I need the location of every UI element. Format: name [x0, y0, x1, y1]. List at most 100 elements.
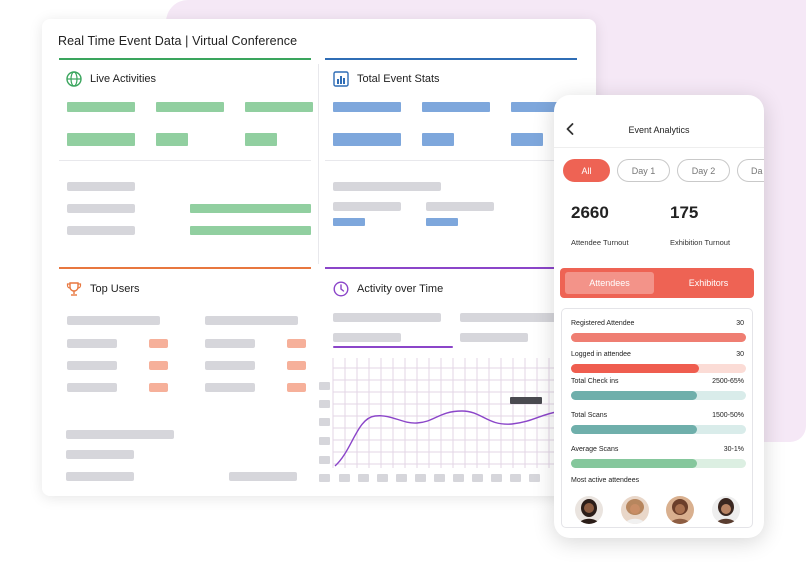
live-activities-header: Live Activities	[66, 71, 156, 87]
placeholder-bar	[66, 430, 174, 439]
stats-bar	[333, 133, 401, 146]
top-users-header: Top Users	[66, 281, 140, 297]
stats-bar	[333, 218, 365, 226]
metric-track	[571, 425, 746, 434]
divider	[59, 160, 311, 161]
attendee-turnout-label: Attendee Turnout	[571, 238, 629, 247]
clock-icon	[333, 281, 349, 297]
avatar[interactable]	[666, 496, 694, 524]
top-users-divider	[59, 267, 311, 269]
filter-day-3[interactable]: Da	[737, 159, 764, 182]
live-bar	[156, 102, 224, 112]
placeholder-bar	[67, 383, 117, 392]
tab-exhibitors[interactable]: Exhibitors	[688, 278, 729, 288]
metric-label: Logged in attendee	[571, 351, 631, 358]
metric-value: 30	[736, 351, 744, 358]
live-bar	[67, 102, 135, 112]
trophy-icon	[66, 281, 82, 297]
placeholder-bar	[66, 472, 134, 481]
live-bar	[245, 102, 313, 112]
placeholder-bar	[205, 316, 298, 325]
stats-bar	[422, 133, 454, 146]
column-divider	[318, 64, 319, 264]
metric-value: 2500-65%	[712, 378, 744, 385]
live-bar	[190, 204, 311, 213]
live-bar	[67, 133, 135, 146]
activity-header: Activity over Time	[333, 281, 443, 297]
user-score-bar	[149, 361, 168, 370]
filter-day-1[interactable]: Day 1	[617, 159, 670, 182]
stats-bar	[426, 218, 458, 226]
metric-label: Registered Attendee	[571, 320, 635, 327]
exhibition-turnout-label: Exhibition Turnout	[670, 238, 731, 247]
metric-fill	[571, 364, 699, 373]
placeholder-bar	[67, 182, 135, 191]
event-stats-title: Total Event Stats	[357, 73, 440, 85]
avatar[interactable]	[575, 496, 603, 524]
attendee-turnout-value: 2660	[571, 203, 609, 222]
placeholder-bar	[67, 339, 117, 348]
metric-fill	[571, 459, 697, 468]
activity-graph	[319, 358, 557, 482]
placeholder-bar	[67, 316, 160, 325]
event-stats-divider	[325, 58, 577, 60]
placeholder-bar	[67, 361, 117, 370]
metric-track	[571, 364, 746, 373]
placeholder-bar	[333, 202, 401, 211]
metrics-card: Registered Attendee 30 Logged in attende…	[561, 308, 753, 528]
metric-track	[571, 459, 746, 468]
filter-all[interactable]: All	[563, 159, 610, 182]
activity-divider	[325, 267, 577, 269]
stats-bar	[511, 102, 571, 112]
live-activities-title: Live Activities	[90, 73, 157, 85]
placeholder-bar	[229, 472, 297, 481]
live-bar	[156, 133, 188, 146]
placeholder-bar	[333, 313, 441, 322]
user-score-bar	[149, 383, 168, 392]
metric-track	[571, 333, 746, 342]
screen-title: Event Analytics	[628, 125, 690, 135]
segment-toggle: Attendees Exhibitors	[560, 268, 754, 298]
event-stats-header: Total Event Stats	[333, 71, 440, 87]
stats-bar	[422, 102, 490, 112]
metric-value: 30	[736, 320, 744, 327]
top-users-title: Top Users	[90, 283, 140, 295]
avatar[interactable]	[712, 496, 740, 524]
event-analytics-phone: Event Analytics All Day 1 Day 2 Da 2660 …	[554, 95, 764, 538]
exhibition-turnout-value: 175	[670, 203, 699, 222]
metric-fill	[571, 391, 697, 400]
live-activities-divider	[59, 58, 311, 60]
live-bar	[190, 226, 311, 235]
placeholder-bar	[460, 313, 556, 322]
metric-fill	[571, 333, 746, 342]
placeholder-bar	[67, 204, 135, 213]
chevron-left-icon[interactable]	[566, 123, 574, 138]
metric-track	[571, 391, 746, 400]
stats-bar	[511, 133, 543, 146]
metric-label: Average Scans	[571, 446, 619, 453]
filter-day-2[interactable]: Day 2	[677, 159, 730, 182]
user-score-bar	[287, 383, 306, 392]
placeholder-bar	[333, 182, 441, 191]
user-score-bar	[149, 339, 168, 348]
activity-title: Activity over Time	[357, 283, 444, 295]
bar-chart-icon	[333, 71, 349, 87]
placeholder-bar	[460, 333, 528, 342]
metric-label: Total Check ins	[571, 378, 619, 385]
dashboard-panel: Real Time Event Data | Virtual Conferenc…	[42, 19, 596, 496]
divider	[325, 160, 577, 161]
live-bar	[245, 133, 277, 146]
user-score-bar	[287, 339, 306, 348]
placeholder-bar	[333, 333, 401, 342]
header-divider	[554, 147, 764, 148]
placeholder-bar	[205, 383, 255, 392]
placeholder-bar	[205, 339, 255, 348]
tab-attendees[interactable]: Attendees	[565, 272, 654, 294]
most-active-label: Most active attendees	[571, 477, 640, 484]
globe-icon	[66, 71, 82, 87]
dashboard-title: Real Time Event Data | Virtual Conferenc…	[58, 34, 298, 48]
avatar[interactable]	[621, 496, 649, 524]
stats-bar	[333, 102, 401, 112]
placeholder-bar	[66, 450, 134, 459]
metric-fill	[571, 425, 697, 434]
